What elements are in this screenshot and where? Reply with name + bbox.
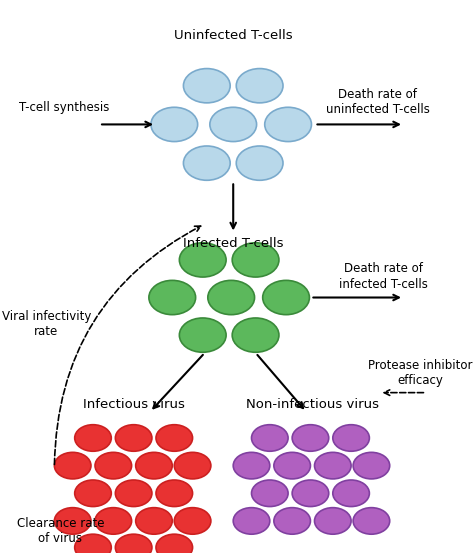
Ellipse shape — [210, 107, 256, 142]
Text: Clearance rate
of virus: Clearance rate of virus — [17, 517, 104, 545]
Ellipse shape — [236, 69, 283, 103]
Ellipse shape — [252, 425, 288, 451]
Text: Infectious virus: Infectious virus — [82, 398, 184, 411]
Ellipse shape — [151, 107, 198, 142]
Text: Infected T-cells: Infected T-cells — [183, 237, 283, 250]
Ellipse shape — [353, 452, 390, 479]
Ellipse shape — [55, 508, 91, 534]
Text: Death rate of
uninfected T-cells: Death rate of uninfected T-cells — [326, 88, 429, 116]
Ellipse shape — [75, 534, 111, 553]
Ellipse shape — [315, 508, 351, 534]
Ellipse shape — [75, 480, 111, 507]
Ellipse shape — [136, 452, 172, 479]
Ellipse shape — [183, 146, 230, 180]
Ellipse shape — [233, 508, 270, 534]
Ellipse shape — [208, 280, 255, 315]
Ellipse shape — [136, 508, 172, 534]
Ellipse shape — [315, 452, 351, 479]
Ellipse shape — [292, 480, 329, 507]
Ellipse shape — [233, 452, 270, 479]
Ellipse shape — [174, 452, 211, 479]
Text: T-cell synthesis: T-cell synthesis — [19, 101, 109, 114]
Ellipse shape — [95, 452, 132, 479]
Ellipse shape — [95, 508, 132, 534]
Ellipse shape — [174, 508, 211, 534]
Ellipse shape — [232, 318, 279, 352]
Ellipse shape — [333, 425, 369, 451]
Ellipse shape — [236, 146, 283, 180]
Ellipse shape — [353, 508, 390, 534]
Ellipse shape — [264, 107, 311, 142]
Ellipse shape — [156, 534, 192, 553]
Ellipse shape — [232, 243, 279, 277]
Text: Protease inhibitor
efficacy: Protease inhibitor efficacy — [368, 359, 473, 387]
Ellipse shape — [274, 452, 310, 479]
Ellipse shape — [115, 480, 152, 507]
Ellipse shape — [55, 452, 91, 479]
Ellipse shape — [252, 480, 288, 507]
Text: Non-infectious virus: Non-infectious virus — [246, 398, 379, 411]
Ellipse shape — [183, 69, 230, 103]
Text: Viral infectivity
rate: Viral infectivity rate — [1, 310, 91, 337]
Ellipse shape — [292, 425, 329, 451]
Ellipse shape — [115, 425, 152, 451]
Ellipse shape — [333, 480, 369, 507]
Ellipse shape — [263, 280, 310, 315]
Ellipse shape — [156, 425, 192, 451]
Ellipse shape — [75, 425, 111, 451]
Ellipse shape — [156, 480, 192, 507]
Ellipse shape — [179, 243, 226, 277]
Text: Uninfected T-cells: Uninfected T-cells — [174, 29, 292, 43]
Ellipse shape — [179, 318, 226, 352]
Ellipse shape — [274, 508, 310, 534]
Text: Death rate of
infected T-cells: Death rate of infected T-cells — [339, 263, 428, 290]
Ellipse shape — [115, 534, 152, 553]
Ellipse shape — [149, 280, 196, 315]
